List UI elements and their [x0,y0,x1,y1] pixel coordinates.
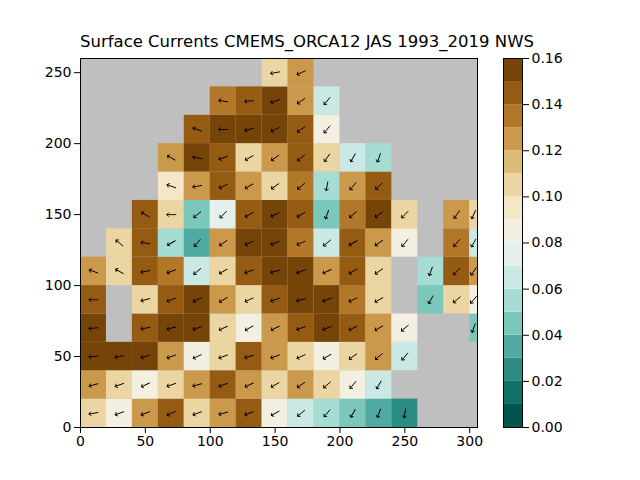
svg-text:150: 150 [45,206,72,222]
svg-text:250: 250 [391,433,418,449]
svg-text:0.02: 0.02 [532,373,563,389]
svg-text:0: 0 [63,419,72,435]
svg-text:200: 200 [45,135,72,151]
svg-text:50: 50 [54,348,72,364]
svg-text:300: 300 [456,433,483,449]
svg-text:100: 100 [45,277,72,293]
svg-text:0: 0 [76,433,85,449]
svg-text:0.12: 0.12 [532,142,563,158]
svg-text:0.06: 0.06 [532,281,563,297]
svg-text:0.08: 0.08 [532,234,563,250]
svg-text:150: 150 [262,433,289,449]
svg-text:0.00: 0.00 [532,419,563,435]
svg-text:0.14: 0.14 [532,96,563,112]
svg-text:0.04: 0.04 [532,327,563,343]
svg-text:100: 100 [197,433,224,449]
svg-text:50: 50 [136,433,154,449]
svg-text:0.10: 0.10 [532,188,563,204]
html-text:Surface Currents CMEMS_ORCA12: Surface Currents CMEMS_ORCA12 JAS 1993_2… [80,32,534,51]
svg-text:0.16: 0.16 [532,50,563,66]
svg-text:200: 200 [327,433,354,449]
svg-text:250: 250 [45,64,72,80]
